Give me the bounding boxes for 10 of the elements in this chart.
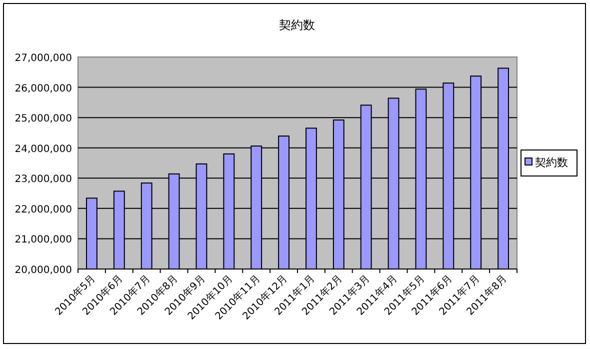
y-tick-label: 25,000,000 [14,114,72,125]
chart-title: 契約数 [279,18,315,32]
y-tick-label: 24,000,000 [14,144,72,155]
y-tick-label: 27,000,000 [14,53,72,64]
y-tick-label: 23,000,000 [14,174,72,186]
y-tick-label: 22,000,000 [14,204,72,216]
legend-label: 契約数 [535,156,568,169]
y-tick-label: 26,000,000 [14,83,72,94]
y-tick-label: 20,000,000 [14,265,72,276]
y-tick-label: 21,000,000 [14,234,72,246]
